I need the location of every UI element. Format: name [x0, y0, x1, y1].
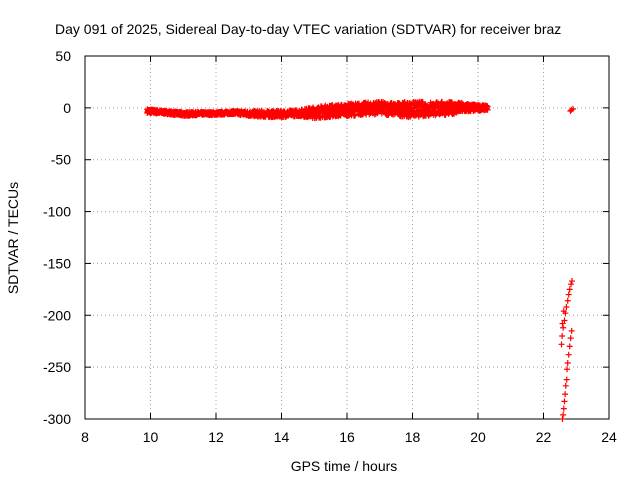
y-tick-label: -200	[43, 307, 71, 323]
band-point	[352, 112, 359, 119]
data-point	[568, 281, 575, 288]
band-point	[401, 99, 408, 106]
data-point	[559, 416, 566, 422]
data-point	[563, 303, 570, 310]
y-tick-label: 0	[63, 100, 71, 116]
chart-title: Day 091 of 2025, Sidereal Day-to-day VTE…	[55, 21, 561, 37]
data-point	[560, 324, 567, 331]
y-tick-label: -250	[43, 359, 71, 375]
data-point	[560, 405, 567, 412]
data-point	[565, 291, 572, 298]
data-point	[561, 398, 568, 405]
x-tick-label: 20	[470, 429, 486, 445]
data-point	[562, 391, 569, 398]
y-tick-label: -50	[51, 152, 71, 168]
data-point	[559, 333, 566, 340]
x-axis-ticks: 8 10 12 14 16 18 20 22 24	[81, 56, 617, 445]
data-point	[564, 297, 571, 304]
data-point	[566, 343, 573, 350]
data-point	[567, 107, 574, 114]
data-point	[568, 278, 575, 285]
x-tick-label: 22	[536, 429, 552, 445]
x-tick-label: 10	[143, 429, 159, 445]
x-tick-label: 8	[81, 429, 89, 445]
y-tick-label: -300	[43, 411, 71, 427]
data-point	[564, 359, 571, 366]
data-point	[566, 286, 573, 293]
y-tick-label: -150	[43, 255, 71, 271]
band-point	[484, 103, 491, 110]
data-point	[567, 335, 574, 342]
data-point	[561, 317, 568, 324]
data-marks	[144, 98, 576, 422]
x-tick-label: 16	[339, 429, 355, 445]
data-point	[562, 382, 569, 389]
data-point	[560, 411, 567, 418]
data-point	[559, 320, 566, 327]
data-point	[560, 308, 567, 315]
y-axis-label: SDTVAR / TECUs	[5, 182, 21, 294]
data-point	[568, 327, 575, 334]
y-axis-ticks: 50 0 -50 -100 -150 -200 -250 -300	[43, 48, 609, 427]
x-tick-label: 24	[601, 429, 617, 445]
x-tick-label: 18	[405, 429, 421, 445]
data-point	[565, 351, 572, 358]
x-axis-label: GPS time / hours	[291, 458, 398, 474]
x-tick-label: 14	[274, 429, 290, 445]
y-tick-label: -100	[43, 204, 71, 220]
y-tick-label: 50	[55, 48, 71, 64]
x-tick-label: 12	[208, 429, 224, 445]
data-point	[563, 376, 570, 383]
data-point	[558, 341, 565, 348]
data-point	[564, 366, 571, 373]
